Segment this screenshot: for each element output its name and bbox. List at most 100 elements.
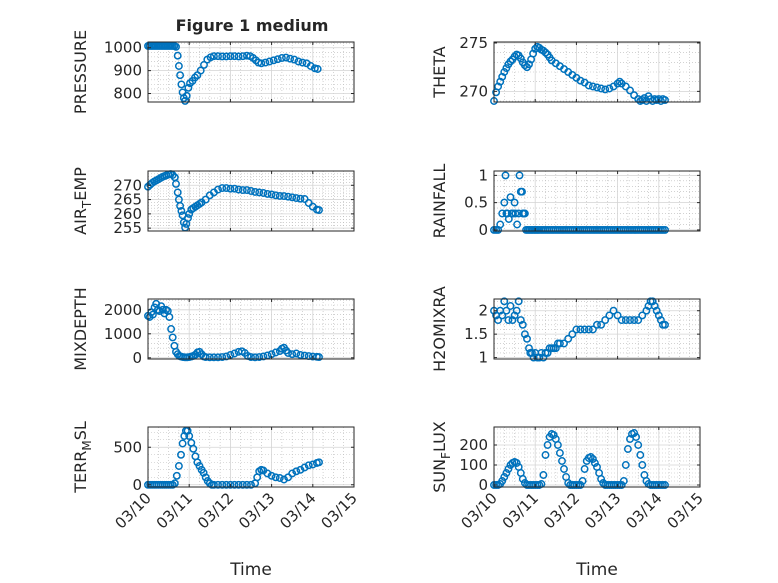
axes-box xyxy=(493,41,701,103)
data-point xyxy=(518,320,527,329)
data-point xyxy=(182,91,191,100)
data-point xyxy=(304,461,313,470)
data-point xyxy=(654,311,663,320)
data-point xyxy=(506,193,515,202)
data-point xyxy=(267,190,276,199)
data-point xyxy=(588,455,597,463)
data-point xyxy=(205,353,214,362)
y-axis-label: TERRMSL xyxy=(71,421,94,494)
data-point xyxy=(280,192,288,201)
data-point xyxy=(584,81,593,90)
data-point xyxy=(634,316,643,325)
data-point xyxy=(230,52,239,61)
data-point xyxy=(273,55,282,64)
data-point xyxy=(568,330,577,339)
y-tick-label: 2000 xyxy=(104,301,142,319)
data-point xyxy=(290,55,299,64)
data-point xyxy=(498,477,507,485)
data-point xyxy=(543,348,552,357)
y-tick-label: 1000 xyxy=(104,325,142,343)
data-point xyxy=(661,320,669,329)
data-point xyxy=(242,480,251,489)
data-point xyxy=(209,52,218,61)
x-axis-label: Time xyxy=(229,560,272,580)
data-point xyxy=(247,187,255,195)
y-axis-label: PRESSURE xyxy=(71,30,90,114)
y-tick-label: 0 xyxy=(132,476,142,494)
data-point xyxy=(502,64,511,73)
data-point xyxy=(496,220,505,229)
y-tick-label: 200 xyxy=(459,436,488,454)
data-point xyxy=(306,62,315,70)
data-point xyxy=(560,339,568,348)
data-point xyxy=(504,316,513,325)
data-point xyxy=(271,191,280,200)
figure-title: Figure 1 medium xyxy=(176,16,329,35)
data-point xyxy=(539,353,548,362)
data-point xyxy=(238,186,247,195)
data-point xyxy=(588,325,597,334)
y-tick-label: 900 xyxy=(113,62,142,80)
data-point xyxy=(222,352,231,361)
data-point xyxy=(584,325,593,334)
data-point xyxy=(199,468,208,477)
data-point xyxy=(613,79,622,88)
data-point xyxy=(271,473,280,482)
data-point xyxy=(214,185,222,194)
data-point xyxy=(315,458,323,467)
data-point xyxy=(506,57,515,66)
data-point xyxy=(184,214,192,223)
data-point xyxy=(553,441,562,449)
data-point xyxy=(656,97,665,105)
data-point xyxy=(593,320,601,329)
data-point xyxy=(543,441,552,449)
data-point xyxy=(578,477,587,485)
data-point xyxy=(541,451,550,459)
data-point xyxy=(209,480,218,489)
data-point xyxy=(148,310,157,319)
y-tick-label: 0 xyxy=(478,221,488,239)
data-point xyxy=(222,52,231,61)
y-tick-label: 270 xyxy=(113,176,142,194)
data-point xyxy=(286,54,295,63)
data-point xyxy=(218,353,227,362)
data-point xyxy=(617,481,626,489)
data-point xyxy=(504,465,513,473)
data-point xyxy=(626,86,634,95)
data-point xyxy=(501,171,510,180)
data-point xyxy=(234,185,243,194)
data-point xyxy=(284,349,293,357)
y-axis-label: H2OMIXRA xyxy=(430,286,449,372)
y-axis-label: MIXDEPTH xyxy=(71,287,90,370)
y-axis-label: THETA xyxy=(430,46,449,98)
data-point xyxy=(172,42,180,51)
data-point xyxy=(257,59,266,68)
data-point xyxy=(177,450,185,459)
data-point xyxy=(564,334,573,343)
data-point xyxy=(527,348,536,357)
data-point xyxy=(515,171,524,180)
data-point xyxy=(588,82,597,91)
data-point xyxy=(247,480,255,489)
data-point xyxy=(201,195,210,204)
data-point xyxy=(282,53,290,62)
data-point xyxy=(502,469,511,477)
data-point xyxy=(275,191,284,200)
data-point xyxy=(520,61,529,70)
data-point xyxy=(172,179,180,188)
data-point xyxy=(642,306,651,315)
data-point xyxy=(661,225,669,234)
data-point xyxy=(551,344,560,353)
data-point xyxy=(167,325,176,333)
data-point xyxy=(177,207,186,215)
data-point xyxy=(520,209,529,218)
data-point xyxy=(650,302,659,310)
data-point xyxy=(652,306,661,315)
data-point xyxy=(621,316,630,325)
data-point xyxy=(261,58,270,67)
data-point xyxy=(238,52,247,61)
data-point xyxy=(251,353,260,362)
data-point xyxy=(296,194,305,203)
data-point xyxy=(196,66,205,75)
